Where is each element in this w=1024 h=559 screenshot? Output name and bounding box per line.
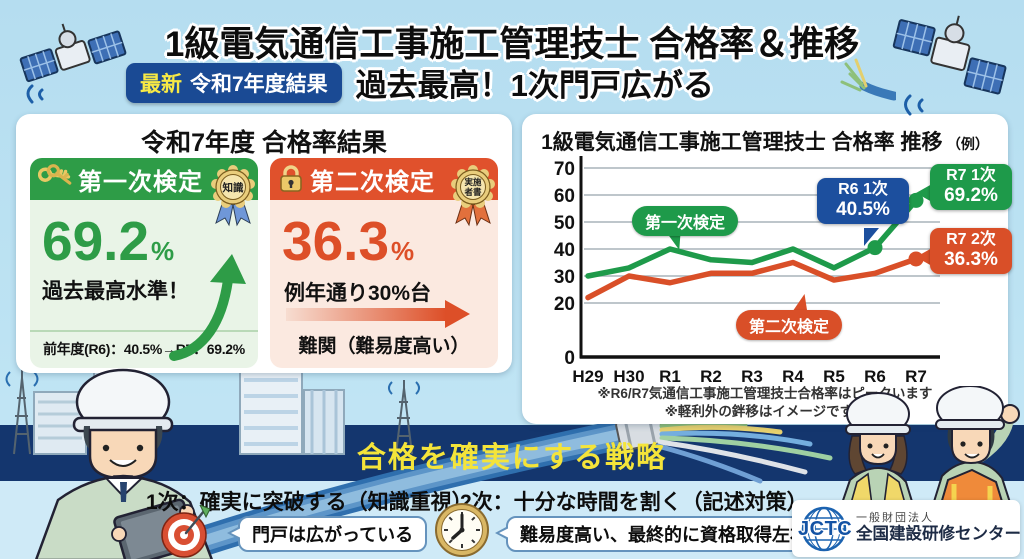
callout-tail: [864, 228, 879, 246]
latest-badge: 最新 令和7年度結果: [126, 62, 342, 103]
right-arrow-icon: [286, 300, 470, 328]
rosette-label-line2: 者書: [463, 187, 482, 197]
series-callout-second: 第二次検定: [736, 310, 843, 340]
second-exam-footer: 難関（難易度高い）: [298, 336, 470, 357]
svg-text:R4: R4: [782, 367, 804, 386]
strategy-band-title: 合格を確実にする戦略: [356, 442, 668, 474]
first-exam-card-body: 69.2 % 過去最高水準！ 前年度(R6)：40.5%→R7：69.2%: [30, 200, 258, 368]
annotation-r6-first: R6 1次 40.5%: [817, 178, 909, 225]
clock-icon: [435, 503, 489, 557]
annotation-label: R6 1次: [838, 181, 888, 198]
chart-notes: ※R6/R7気通信工事施工管理技士合格率はピークいます ※軽利外の鉡移はイメージ…: [522, 385, 1008, 420]
first-exam-rate: 69.2: [42, 210, 150, 272]
chart-note-2: ※軽利外の鉡移はイメージです。: [664, 403, 866, 419]
chart-title: 1級電気通信工事施工管理技士 合格率 推移 （例）: [522, 126, 1008, 156]
svg-text:H30: H30: [613, 367, 644, 386]
svg-text:R3: R3: [741, 367, 763, 386]
trend-chart: 70 60 50 40 30 20 0 H29 H30 R1 R2 R3 R4 R5 R6 R7 第一次検定 …: [522, 144, 1012, 394]
svg-text:20: 20: [554, 294, 575, 315]
lock-icon: [280, 165, 302, 192]
second-exam-note: 例年通り30%台: [284, 282, 432, 305]
jctc-acronym: JCTC: [798, 517, 853, 540]
satellite-right-icon: [892, 15, 1007, 116]
second-exam-card-body: 36.3 % 例年通り30%台 難関（難易度高い）: [270, 200, 498, 368]
results-panel-title: 令和7年度 合格率結果: [141, 129, 387, 157]
header-subtitle: 過去最高！1次門戸広がる: [355, 68, 714, 103]
results-panel: 令和7年度 合格率結果 第一次検定: [16, 114, 512, 373]
jctc-logo-box: JCTC 一般財団法人 全国建設研修センター: [792, 500, 1021, 557]
svg-text:30: 30: [554, 267, 575, 288]
first-exam-card-header: 第一次検定 知識: [30, 158, 258, 227]
first-exam-note: 過去最高水準！: [42, 280, 189, 303]
rosette-label: 知識: [223, 181, 244, 194]
strategy-item2-heading: 2次：十分な時間を割く（記述対策）: [460, 491, 808, 514]
rosette-label-line1: 実施: [464, 177, 482, 187]
jctc-org-name: 全国建設研修センター: [856, 525, 1021, 544]
fiber-cable-small-icon: [840, 58, 896, 101]
annotation-label: R7 2次: [946, 231, 996, 248]
svg-text:40: 40: [554, 240, 575, 261]
annotation-r7-first: R7 1次 69.2%: [930, 164, 1012, 211]
svg-text:50: 50: [554, 213, 575, 234]
strategy-item2-bubble: 難易度高い、最終的に資格取得左右: [495, 516, 822, 552]
svg-text:70: 70: [554, 159, 575, 180]
svg-text:0: 0: [564, 348, 575, 369]
fiber-cable-illustration: [135, 412, 833, 559]
satellite-left-icon: [19, 23, 127, 104]
jisshi-rosette-icon: 実施 者書: [451, 165, 495, 227]
annotation-value: 36.3%: [944, 249, 998, 271]
header-subrow: 最新 令和7年度結果 過去最高！1次門戸広がる: [126, 60, 714, 105]
second-exam-unit: %: [391, 236, 415, 266]
svg-text:H29: H29: [572, 367, 603, 386]
up-arrow-icon: [169, 254, 246, 361]
first-exam-name: 第一次検定: [78, 168, 203, 196]
jctc-org-text: 一般財団法人 全国建設研修センター: [856, 512, 1021, 545]
series-callout-first: 第一次検定: [632, 206, 739, 236]
svg-text:R7: R7: [905, 367, 927, 386]
page-title: 1級電気通信工事施工管理技士 合格率＆推移: [164, 25, 860, 64]
chart-title-main: 1級電気通信工事施工管理技士 合格率 推移: [541, 131, 943, 154]
second-exam-value: 36.3 %: [270, 200, 498, 269]
svg-text:R6: R6: [864, 367, 886, 386]
svg-text:60: 60: [554, 186, 575, 207]
callout-tail: [916, 248, 932, 266]
strategy-item1-bubble: 門戸は広がっている: [226, 516, 428, 552]
latest-badge-year: 令和7年度結果: [190, 72, 328, 96]
svg-text:R1: R1: [659, 367, 681, 386]
chart-title-suffix: （例）: [946, 136, 989, 152]
chart-note-1: ※R6/R7気通信工事施工管理技士合格率はピークいます: [597, 386, 933, 401]
first-exam-value: 69.2 %: [30, 200, 258, 269]
first-exam-card: 第一次検定 知識: [30, 158, 258, 368]
jctc-globe-icon: JCTC: [798, 503, 853, 555]
callout-tail: [916, 184, 932, 202]
second-exam-card-header: 第二次検定 実施 者書: [270, 158, 498, 227]
trend-chart-panel: 1級電気通信工事施工管理技士 合格率 推移 （例） 70 60 50 40 30 20 0 H…: [522, 114, 1012, 424]
jctc-org-type: 一般財団法人: [856, 512, 934, 524]
annotation-r7-second: R7 2次 36.3%: [930, 228, 1012, 275]
annotation-value: 40.5%: [836, 199, 890, 221]
svg-text:R2: R2: [700, 367, 722, 386]
first-exam-unit: %: [151, 236, 175, 266]
target-icon: [161, 505, 211, 558]
svg-text:R5: R5: [823, 367, 845, 386]
knowledge-rosette-icon: 知識: [211, 165, 255, 227]
annotation-value: 69.2%: [944, 185, 998, 207]
latest-badge-new: 最新: [140, 72, 182, 96]
strategy-item1-heading: 1次：確実に突破する（知識重視）: [146, 491, 473, 514]
second-exam-rate: 36.3: [282, 210, 390, 272]
second-exam-name: 第二次検定: [310, 168, 435, 196]
second-exam-card: 第二次検定 実施 者書: [270, 158, 498, 368]
keys-icon: [38, 164, 72, 185]
annotation-label: R7 1次: [946, 167, 996, 184]
